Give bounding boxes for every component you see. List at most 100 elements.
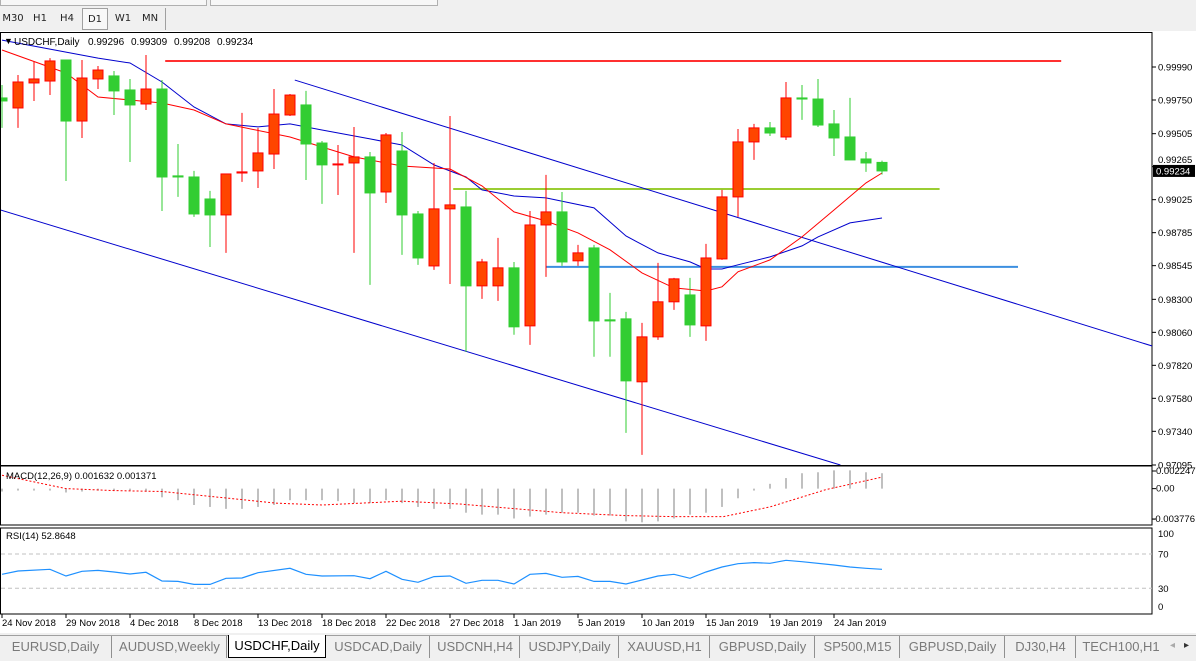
current-price-label: 0.99234 [1156, 166, 1190, 177]
rsi-tick-label: 0 [1158, 602, 1163, 613]
candle [524, 210, 536, 345]
bearish-candle-body [300, 104, 312, 145]
symbol-label: USDCHF,Daily [14, 37, 80, 48]
candle [236, 112, 248, 182]
date-tick-label: 10 Jan 2019 [642, 618, 694, 629]
bearish-candle-body [812, 98, 824, 126]
tab-usdchf-daily[interactable]: USDCHF,Daily [228, 635, 326, 658]
timeframe-d1-button[interactable]: D1 [82, 8, 108, 30]
bearish-candle-body [316, 142, 328, 166]
price-tick-label: 0.99990 [1158, 63, 1192, 74]
bearish-candle-body [876, 161, 888, 172]
tab-audusd-weekly[interactable]: AUDUSD,Weekly [113, 636, 227, 658]
candle [140, 55, 152, 111]
bullish-candle-body [220, 173, 232, 216]
candle [492, 237, 504, 301]
bullish-candle-body [700, 257, 712, 327]
tab-usdcnh-h4[interactable]: USDCNH,H4 [431, 636, 520, 658]
bearish-candle-body [1, 97, 8, 102]
tab-scroll-right-icon[interactable]: ▸ [1184, 640, 1190, 651]
date-tick-label: 13 Dec 2018 [258, 618, 312, 629]
bearish-candle-body [508, 267, 520, 328]
candle [748, 123, 760, 160]
timeframe-h1-button[interactable]: H1 [33, 13, 47, 24]
tab-scroll-left-icon[interactable]: ◂ [1170, 640, 1176, 651]
price-tick-label: 0.98545 [1158, 261, 1192, 272]
timeframe-mn-button[interactable]: MN [141, 13, 159, 24]
bullish-candle-body [428, 208, 440, 267]
tab-xauusd-h1[interactable]: XAUUSD,H1 [620, 636, 710, 658]
close-price: 0.99234 [217, 37, 254, 48]
price-tick-label: 0.97820 [1158, 361, 1192, 372]
date-tick-label: 24 Nov 2018 [2, 618, 56, 629]
collapse-triangle-icon[interactable]: ▼ [4, 36, 13, 46]
chart-tabs: EURUSD,Daily AUDUSD,Weekly USDCHF,Daily … [0, 635, 1196, 660]
tab-dj30-h4[interactable]: DJ30,H4 [1006, 636, 1076, 658]
bullish-candle-body [732, 141, 744, 198]
bullish-candle-body [268, 113, 280, 155]
candle [588, 244, 600, 357]
macd-label: MACD(12,26,9) 0.001632 0.001371 [6, 471, 157, 482]
date-tick-label: 22 Dec 2018 [386, 618, 440, 629]
tab-usdjpy-daily[interactable]: USDJPY,Daily [521, 636, 619, 658]
tab-sp500-m15[interactable]: SP500,M15 [816, 636, 900, 658]
candle [108, 70, 120, 115]
rsi-panel[interactable]: 100 70 30 0 [0, 527, 1174, 615]
candle [28, 62, 40, 101]
date-tick-label: 8 Dec 2018 [194, 618, 243, 629]
timeframe-h4-button[interactable]: H4 [60, 13, 74, 24]
price-tick-label: 0.98060 [1158, 328, 1192, 339]
tab-gbpusd-daily[interactable]: GBPUSD,Daily [711, 636, 815, 658]
candle [316, 140, 328, 204]
slow-moving-average-line [1, 39, 883, 270]
price-tick-label: 0.99025 [1158, 195, 1192, 206]
bearish-candle-body [172, 175, 184, 178]
date-tick-label: 27 Dec 2018 [450, 618, 504, 629]
candle [764, 121, 776, 137]
tab-usdcad-daily[interactable]: USDCAD,Daily [327, 636, 430, 658]
candle [508, 261, 520, 335]
current-price-marker: 0.99234 [1153, 164, 1195, 177]
price-tick-label: 0.98785 [1158, 228, 1192, 239]
date-tick-label: 15 Jan 2019 [706, 618, 758, 629]
candle [364, 151, 376, 285]
bearish-candle-body [412, 213, 424, 259]
bullish-candle-body [668, 278, 680, 303]
candle [156, 80, 168, 211]
candle [476, 258, 488, 299]
bullish-candle-body [380, 134, 392, 193]
candle [204, 190, 216, 247]
bullish-candle-body [332, 163, 344, 166]
price-panel[interactable]: 0.99990 0.99750 0.99505 0.99265 0.99025 0.987… [0, 32, 1192, 472]
bearish-candle-body [860, 158, 872, 164]
candle [92, 66, 104, 89]
macd-panel[interactable]: 0.002247 0.00 -0.003776 [0, 465, 1196, 526]
bullish-candle-body [252, 152, 264, 172]
candle [348, 126, 360, 253]
timeframe-w1-button[interactable]: W1 [114, 13, 132, 24]
chart-window[interactable]: 0.99990 0.99750 0.99505 0.99265 0.99025 0.987… [0, 31, 1196, 633]
candle [732, 129, 744, 217]
bullish-candle-body [28, 78, 40, 84]
price-tick-label: 0.99505 [1158, 129, 1192, 140]
bearish-candle-body [188, 176, 200, 215]
macd-tick-label: 0.00 [1156, 484, 1175, 495]
date-tick-label: 29 Nov 2018 [66, 618, 120, 629]
candle [380, 132, 392, 203]
macd-tick-label: 0.002247 [1156, 466, 1196, 477]
top-toolbar-strip [0, 0, 1196, 6]
bullish-candle-body [140, 88, 152, 105]
candle [812, 78, 824, 127]
tab-gbpusd-daily-2[interactable]: GBPUSD,Daily [901, 636, 1005, 658]
date-tick-label: 4 Dec 2018 [130, 618, 179, 629]
macd-label-group: MACD(12,26,9) 0.001632 0.001371 [6, 471, 157, 482]
bullish-candle-body [348, 156, 360, 164]
candle [284, 93, 296, 116]
date-tick-label: 1 Jan 2019 [514, 618, 561, 629]
candle [684, 277, 696, 337]
tab-tech100-h1[interactable]: TECH100,H1 [1082, 639, 1160, 654]
rsi-panel-border [0, 527, 1153, 615]
timeframe-m30-button[interactable]: M30 [2, 13, 24, 24]
candle [268, 88, 280, 170]
tab-eurusd-daily[interactable]: EURUSD,Daily [0, 636, 112, 658]
